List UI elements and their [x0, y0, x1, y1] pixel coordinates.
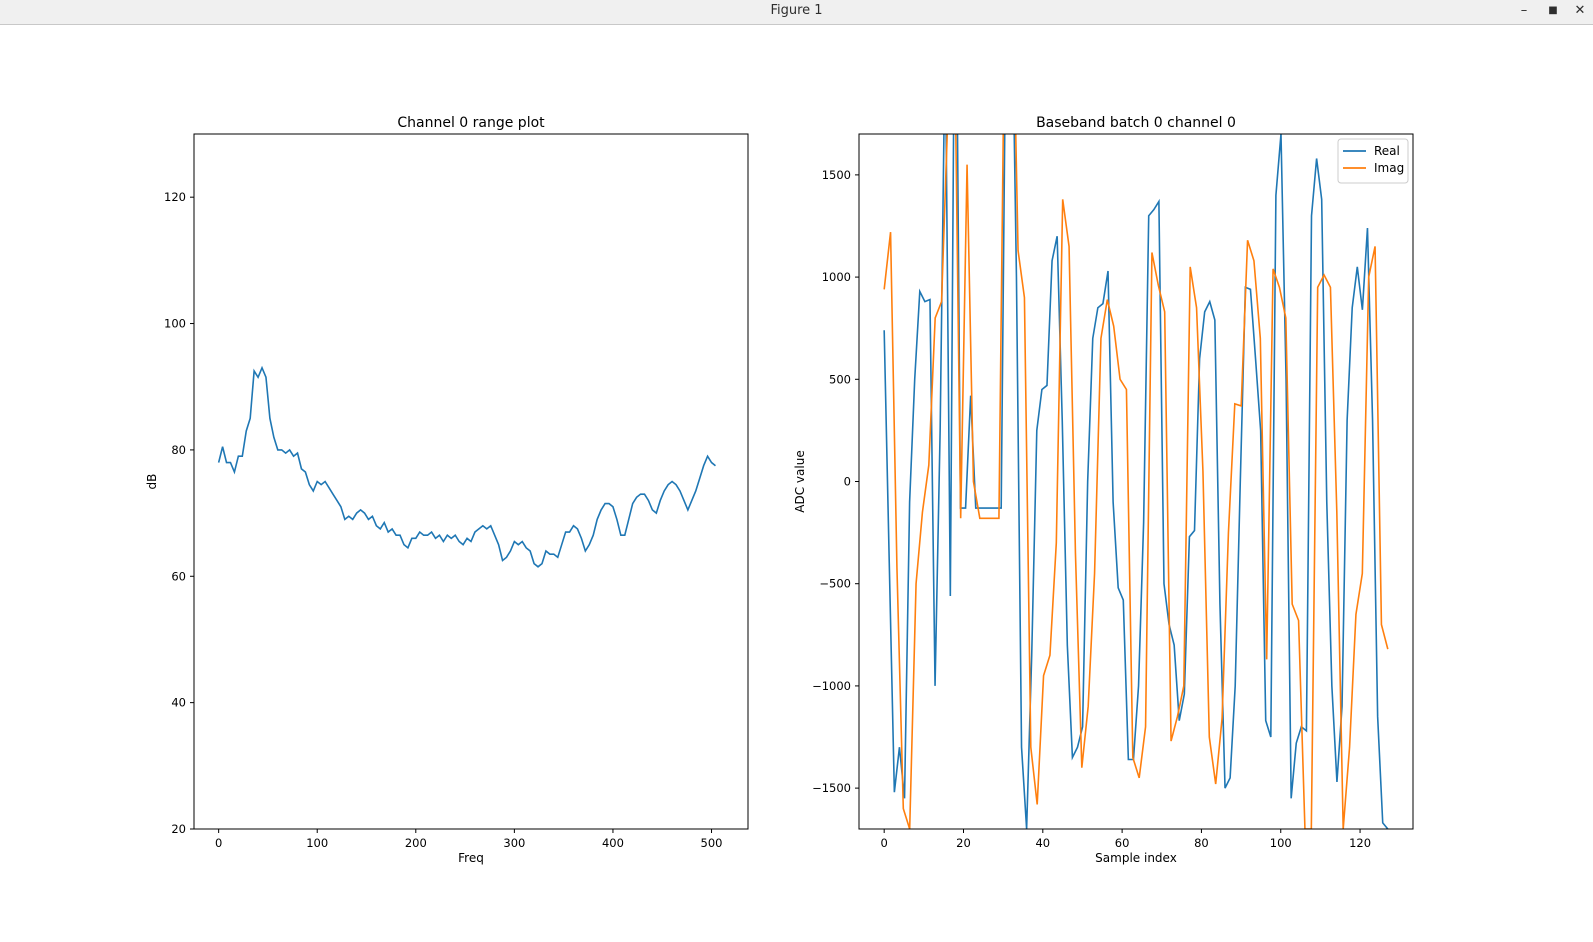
legend-label-imag: Imag [1374, 161, 1404, 175]
chart-title: Baseband batch 0 channel 0 [1036, 115, 1236, 131]
plot-frame [193, 133, 749, 830]
x-tick-label: 200 [405, 836, 427, 850]
x-tick-label: 100 [306, 836, 328, 850]
y-tick-label: −1500 [812, 781, 851, 795]
window-title: Figure 1 [770, 3, 823, 18]
y-axis-label: dB [145, 474, 159, 490]
y-tick-label: 120 [164, 190, 186, 204]
y-tick-label: 60 [171, 569, 186, 583]
maximize-icon[interactable]: ■ [1548, 5, 1558, 16]
x-axis-label: Sample index [1095, 851, 1177, 865]
legend: Real Imag [1337, 138, 1409, 184]
x-tick-label: 400 [602, 836, 624, 850]
window-titlebar: Figure 1 – ■ ✕ [0, 0, 1593, 25]
series-line-real [883, 134, 1389, 829]
legend-label-real: Real [1374, 144, 1400, 158]
x-tick-label: 100 [1270, 836, 1292, 850]
y-tick-label: 40 [171, 696, 186, 710]
x-tick-label: 0 [881, 836, 888, 850]
close-icon[interactable]: ✕ [1574, 3, 1586, 18]
series-line-imag [883, 134, 1389, 829]
x-tick-label: 20 [956, 836, 971, 850]
x-tick-label: 120 [1349, 836, 1371, 850]
x-axis-label: Freq [458, 851, 484, 865]
x-tick-label: 40 [1035, 836, 1050, 850]
minimize-icon[interactable]: – [1520, 3, 1528, 18]
x-tick-label: 0 [215, 836, 222, 850]
x-tick-label: 500 [701, 836, 723, 850]
y-tick-label: −1000 [812, 679, 851, 693]
x-tick-label: 80 [1194, 836, 1209, 850]
y-tick-label: 100 [164, 317, 186, 331]
baseband-plot: Baseband batch 0 channel 0 0 20 40 60 80 100 12… [793, 115, 1414, 865]
y-tick-label: 80 [171, 443, 186, 457]
y-tick-label: −500 [819, 577, 851, 591]
y-tick-label: 1500 [822, 168, 851, 182]
y-axis-label: ADC value [793, 450, 807, 512]
y-tick-label: 500 [829, 372, 851, 386]
series-line-0 [217, 365, 716, 568]
range-plot: Channel 0 range plot 0 100 200 300 400 500 20 40… [145, 115, 749, 865]
y-tick-label: 0 [844, 475, 851, 489]
x-tick-label: 60 [1115, 836, 1130, 850]
y-tick-label: 20 [171, 822, 186, 836]
x-tick-label: 300 [503, 836, 525, 850]
legend-box [1337, 138, 1409, 184]
chart-title: Channel 0 range plot [397, 115, 545, 131]
y-tick-label: 1000 [822, 270, 851, 284]
